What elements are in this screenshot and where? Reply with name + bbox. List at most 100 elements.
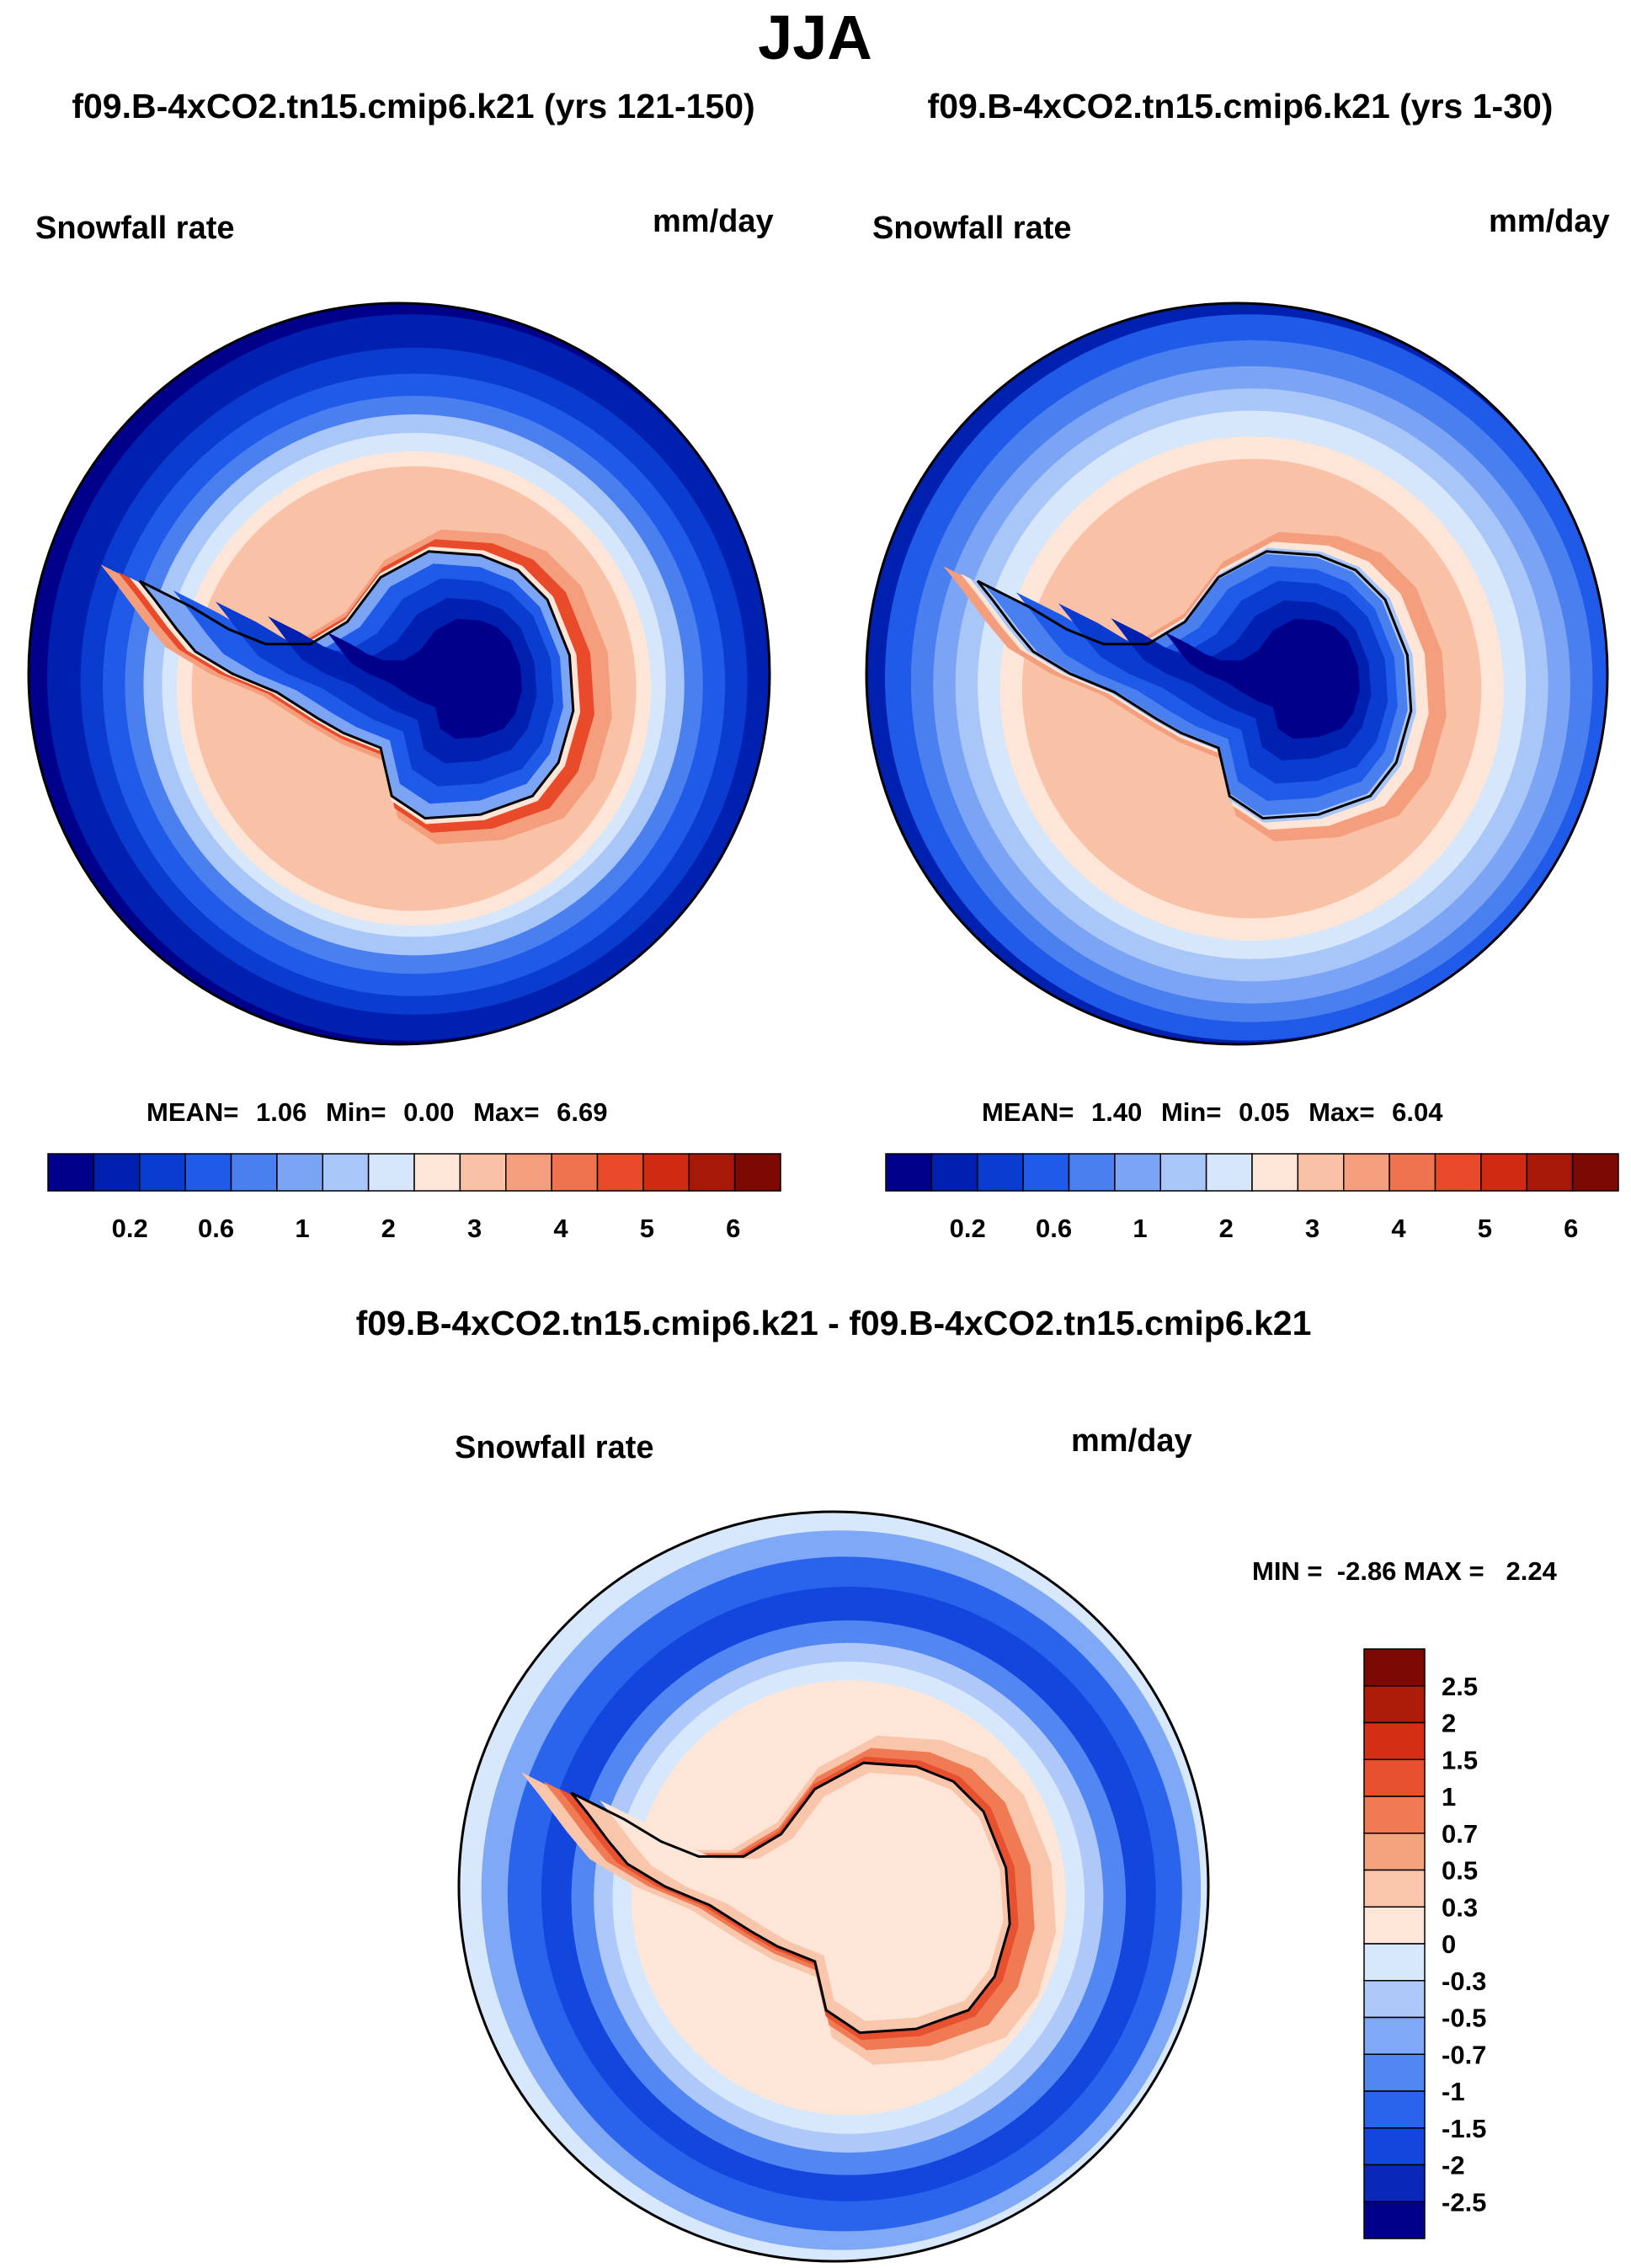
colorbar-swatch <box>551 1153 599 1192</box>
colorbar-tick-label: 2.5 <box>1442 1672 1478 1701</box>
coastline <box>138 550 575 820</box>
colorbar-swatch <box>1343 1153 1390 1192</box>
colorbar-tick-label: 2 <box>1219 1214 1234 1243</box>
panel-right-variable: Snowfall rate <box>872 211 1072 246</box>
coastline <box>570 1761 1011 2035</box>
panel-left-stats: MEAN= 1.06 Min= 0.00 Max= 6.69 <box>147 1097 607 1128</box>
diff-panel-minmax: MIN = -2.86 MAX = 2.24 <box>1252 1556 1557 1586</box>
panel-left-title: f09.B-4xCO2.tn15.cmip6.k21 (yrs 121-150) <box>72 87 755 125</box>
stat-max-value: 6.04 <box>1392 1097 1443 1127</box>
colorbars: 0.2 0.6 1 2 3 4 5 6 0.2 0.6 1 2 3 4 5 6 2.5 2 1.5 1 0.7 0.5 0.… <box>47 1153 1619 2239</box>
map-frame <box>457 1510 1210 2263</box>
colorbar-tick-label: -1 <box>1442 2077 1465 2106</box>
stat-min-label: Min= <box>325 1097 386 1127</box>
stat-max-label: Max= <box>473 1097 540 1127</box>
stat-mean-value: 1.06 <box>256 1097 307 1127</box>
colorbar-swatch <box>596 1153 644 1192</box>
colorbar-swatch <box>1297 1153 1345 1192</box>
colorbar-tick-label: 0.6 <box>1036 1214 1072 1243</box>
colorbar-tick-label: 6 <box>726 1214 740 1243</box>
diff-panel-units: mm/day <box>1071 1423 1192 1459</box>
stat-mean-label: MEAN= <box>982 1097 1074 1127</box>
stat-min-label: Min= <box>1160 1097 1222 1127</box>
colorbar-swatch <box>733 1153 781 1192</box>
colorbar-tick-label: 0.3 <box>1442 1892 1478 1922</box>
stat-min-value: 0.00 <box>403 1097 455 1127</box>
colorbar-tick-label: 0 <box>1442 1929 1456 1959</box>
stat-mean-value: 1.40 <box>1091 1097 1143 1127</box>
panel-right-title: f09.B-4xCO2.tn15.cmip6.k21 (yrs 1-30) <box>927 87 1554 125</box>
colorbar-swatch <box>322 1153 370 1192</box>
colorbar-swatch <box>1363 1721 1426 1760</box>
contour-band <box>600 1772 1004 2021</box>
map-panel-right <box>866 303 1607 1044</box>
colorbar-swatch <box>1363 1796 1426 1834</box>
colorbar-tick-label: -2.5 <box>1442 2187 1486 2217</box>
colorbar-swatch <box>1068 1153 1116 1192</box>
colorbar-swatch <box>230 1153 278 1192</box>
colorbar-swatch <box>413 1153 461 1192</box>
colorbar-swatch <box>1363 1833 1426 1871</box>
colorbar-tick-label: 1 <box>295 1214 309 1243</box>
colorbar-swatch <box>977 1153 1024 1192</box>
map-frame <box>27 302 771 1046</box>
colorbar-swatch <box>1251 1153 1299 1192</box>
colorbar-tick-label: -2 <box>1442 2151 1465 2180</box>
map-overlays <box>27 302 1609 2263</box>
colorbar-tick-label: 0.5 <box>1442 1856 1478 1886</box>
map-panel-left <box>29 303 770 1044</box>
colorbar-swatch <box>688 1153 736 1192</box>
colorbar-swatch <box>1363 1906 1426 1945</box>
colorbar-tick-label: 0.7 <box>1442 1819 1478 1849</box>
colorbar-tick-label: 1 <box>1442 1782 1456 1812</box>
colorbar-tick-label: 0.6 <box>198 1214 234 1243</box>
colorbar-tick-label: 1 <box>1133 1214 1147 1243</box>
colorbar-swatch <box>1363 2127 1426 2166</box>
colorbar-tick-label: 1.5 <box>1442 1745 1478 1774</box>
colorbar-swatch <box>1363 1685 1426 1724</box>
colorbar-tick-label: -0.3 <box>1442 1966 1486 1996</box>
colorbar-swatch <box>1363 2016 1426 2055</box>
colorbar-swatch <box>139 1153 186 1192</box>
diff-panel-title: f09.B-4xCO2.tn15.cmip6.k21 - f09.B-4xCO2… <box>355 1304 1312 1342</box>
colorbar-swatch <box>1363 1648 1426 1687</box>
map-panel-diff <box>459 1512 1208 2261</box>
colorbar-swatch <box>1363 2201 1426 2239</box>
colorbar-swatch <box>459 1153 507 1192</box>
colorbar-swatch <box>1363 1869 1426 1908</box>
stat-min-value: 0.05 <box>1239 1097 1290 1127</box>
colorbar-swatch <box>505 1153 552 1192</box>
figure-title: JJA <box>758 3 872 72</box>
colorbar-swatch <box>1571 1153 1619 1192</box>
colorbar-tick-label: 4 <box>553 1214 568 1243</box>
contour-band <box>1165 618 1360 739</box>
colorbar-tick-label: 4 <box>1391 1214 1406 1243</box>
map-frame <box>865 302 1609 1046</box>
colorbar-tick-label: 5 <box>1478 1214 1492 1243</box>
colorbar-swatch <box>1363 2164 1426 2202</box>
colorbar-tick-label: 2 <box>1442 1709 1456 1738</box>
colorbar-swatch <box>1363 1758 1426 1797</box>
colorbar-swatch <box>1363 1980 1426 2019</box>
stat-max-label: Max= <box>1309 1097 1375 1127</box>
colorbar-swatch <box>47 1153 95 1192</box>
colorbar-tick-label: 0.2 <box>112 1214 148 1243</box>
panel-right-stats: MEAN= 1.40 Min= 0.05 Max= 6.04 <box>982 1097 1442 1128</box>
colorbar-tick-label: 6 <box>1564 1214 1578 1243</box>
colorbar-swatch <box>930 1153 978 1192</box>
colorbar-swatch <box>642 1153 690 1192</box>
colorbar-swatch <box>1363 2090 1426 2129</box>
colorbar-tick-label: -1.5 <box>1442 2114 1486 2143</box>
colorbar-swatch <box>1480 1153 1527 1192</box>
contour-band <box>327 618 522 739</box>
colorbar-swatch <box>367 1153 415 1192</box>
colorbar-tick-label: 3 <box>1305 1214 1319 1243</box>
stat-max-value: 6.69 <box>557 1097 608 1127</box>
colorbar-swatch <box>1159 1153 1207 1192</box>
colorbar-swatch <box>1022 1153 1070 1192</box>
colorbar-swatch <box>1205 1153 1253 1192</box>
colorbar-tick-label: 5 <box>640 1214 654 1243</box>
colorbar-swatch <box>1434 1153 1482 1192</box>
colorbar-swatch <box>184 1153 232 1192</box>
